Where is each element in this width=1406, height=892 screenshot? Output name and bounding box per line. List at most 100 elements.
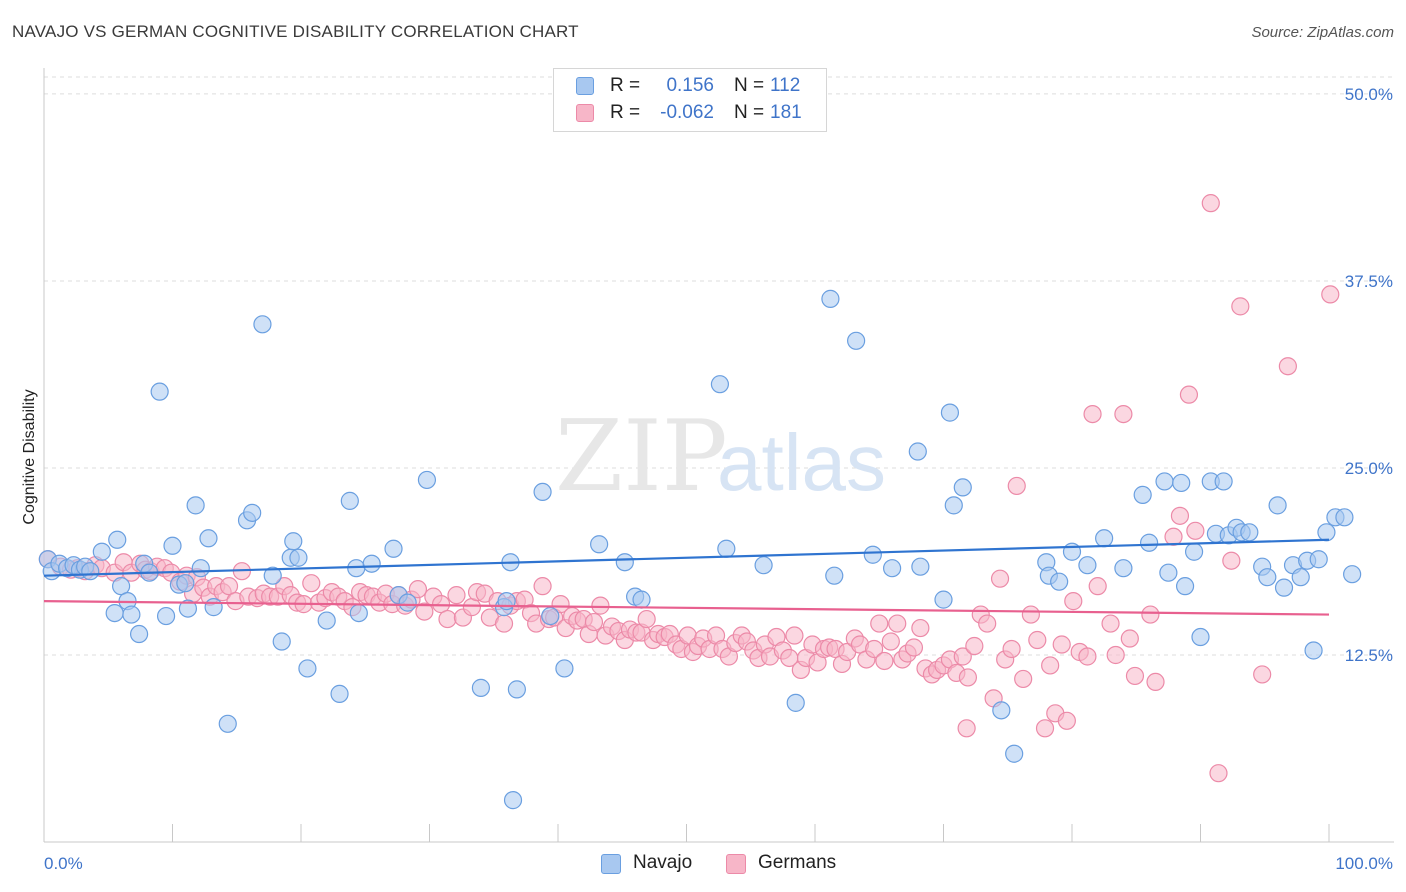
germans-point bbox=[1021, 605, 1040, 624]
germans-point bbox=[415, 602, 434, 621]
germans-point bbox=[584, 612, 604, 632]
navajo-point bbox=[253, 315, 272, 334]
navajo-point bbox=[541, 606, 560, 626]
navajo-point bbox=[1175, 577, 1195, 596]
legend-r-label: R = bbox=[610, 75, 641, 96]
germans-point bbox=[1120, 629, 1139, 648]
navajo-point bbox=[1139, 533, 1159, 552]
navajo-point bbox=[398, 593, 417, 612]
navajo-point bbox=[129, 624, 149, 644]
navajo-point bbox=[1343, 565, 1362, 584]
navajo-point bbox=[847, 331, 866, 350]
navajo-point bbox=[108, 530, 127, 549]
germans-point bbox=[881, 632, 900, 651]
germans-point bbox=[1041, 656, 1060, 675]
navajo-point bbox=[289, 548, 308, 567]
navajo-point bbox=[1335, 508, 1354, 527]
navajo-point bbox=[330, 684, 349, 703]
legend-r-label: R = bbox=[610, 102, 641, 123]
navajo-point bbox=[1317, 523, 1336, 542]
germans-point bbox=[1078, 647, 1097, 666]
legend-swatch-navajo bbox=[576, 77, 594, 95]
navajo-point bbox=[178, 599, 198, 618]
germans-point bbox=[904, 638, 924, 657]
navajo-point bbox=[150, 382, 169, 401]
x-tick-label: 100.0% bbox=[1335, 854, 1393, 873]
germans-point bbox=[958, 668, 978, 687]
navajo-point bbox=[882, 559, 902, 578]
germans-point bbox=[1106, 645, 1125, 665]
germans-point bbox=[1186, 521, 1205, 540]
legend-row-navajo: R = 0.156 N = 112 bbox=[554, 75, 826, 99]
navajo-point bbox=[555, 659, 574, 678]
navajo-trend-line bbox=[43, 538, 1330, 577]
navajo-point bbox=[191, 559, 210, 578]
navajo-point bbox=[934, 590, 953, 609]
y-tick-label: 12.5% bbox=[1345, 646, 1393, 665]
navajo-point bbox=[786, 693, 805, 712]
germans-point bbox=[953, 647, 972, 666]
navajo-point bbox=[1184, 542, 1204, 561]
germans-point bbox=[438, 609, 457, 629]
navajo-point bbox=[992, 701, 1011, 720]
germans-point bbox=[533, 577, 552, 596]
germans-point bbox=[957, 719, 976, 738]
germans-point bbox=[1141, 605, 1160, 624]
germans-point bbox=[408, 580, 428, 599]
legend-n-label: N = bbox=[734, 102, 765, 123]
navajo-point bbox=[284, 532, 303, 551]
navajo-point bbox=[340, 491, 359, 510]
y-tick-label: 37.5% bbox=[1345, 272, 1393, 291]
germans-point bbox=[870, 614, 889, 633]
navajo-point bbox=[1258, 568, 1277, 587]
trend-lines bbox=[43, 538, 1330, 616]
germans-point bbox=[1083, 405, 1102, 424]
legend-row-germans: R = -0.062 N = 181 bbox=[554, 102, 826, 126]
navajo-point bbox=[1268, 496, 1287, 515]
navajo-point bbox=[1050, 572, 1069, 591]
navajo-point bbox=[471, 678, 490, 697]
navajo-point bbox=[1133, 485, 1152, 504]
navajo-point bbox=[1114, 559, 1133, 578]
x-tick-label: 0.0% bbox=[44, 854, 83, 873]
navajo-point bbox=[81, 562, 100, 581]
legend-swatch-germans bbox=[576, 104, 594, 122]
navajo-point bbox=[1191, 627, 1210, 647]
navajo-point bbox=[754, 556, 773, 575]
watermark: ZIP atlas bbox=[555, 400, 886, 514]
navajo-point bbox=[863, 545, 882, 564]
navajo-point bbox=[944, 496, 963, 515]
germans-point bbox=[1014, 669, 1033, 689]
navajo-point bbox=[163, 536, 182, 555]
navajo-point bbox=[317, 611, 336, 630]
navajo-point bbox=[1155, 472, 1174, 491]
navajo-point bbox=[953, 478, 972, 497]
germans-point bbox=[1101, 614, 1120, 633]
germans-point bbox=[865, 639, 884, 659]
germans-point bbox=[1052, 635, 1071, 654]
navajo-point bbox=[1274, 578, 1294, 597]
navajo-point bbox=[1095, 529, 1114, 548]
germans-point bbox=[1035, 719, 1055, 738]
navajo-point bbox=[940, 403, 960, 422]
germans-point bbox=[1064, 592, 1083, 611]
navajo-point bbox=[156, 606, 176, 626]
germans-point bbox=[302, 574, 321, 593]
navajo-point bbox=[204, 598, 223, 617]
germans-point bbox=[1028, 630, 1047, 650]
germans-point bbox=[1222, 551, 1241, 570]
series-legend: Navajo Germans bbox=[0, 852, 1406, 876]
germans-point bbox=[1088, 577, 1107, 596]
navajo-point bbox=[111, 577, 131, 596]
navajo-point bbox=[533, 482, 552, 501]
legend-label-germans: Germans bbox=[758, 852, 837, 873]
navajo-point bbox=[590, 535, 609, 554]
watermark-atlas: atlas bbox=[717, 418, 886, 507]
watermark-zip: ZIP bbox=[555, 400, 728, 514]
germans-point bbox=[1209, 764, 1228, 783]
y-axis-title: Cognitive Disability bbox=[21, 389, 38, 524]
navajo-point bbox=[1159, 563, 1178, 582]
germans-point bbox=[785, 626, 804, 645]
navajo-point bbox=[272, 632, 291, 651]
